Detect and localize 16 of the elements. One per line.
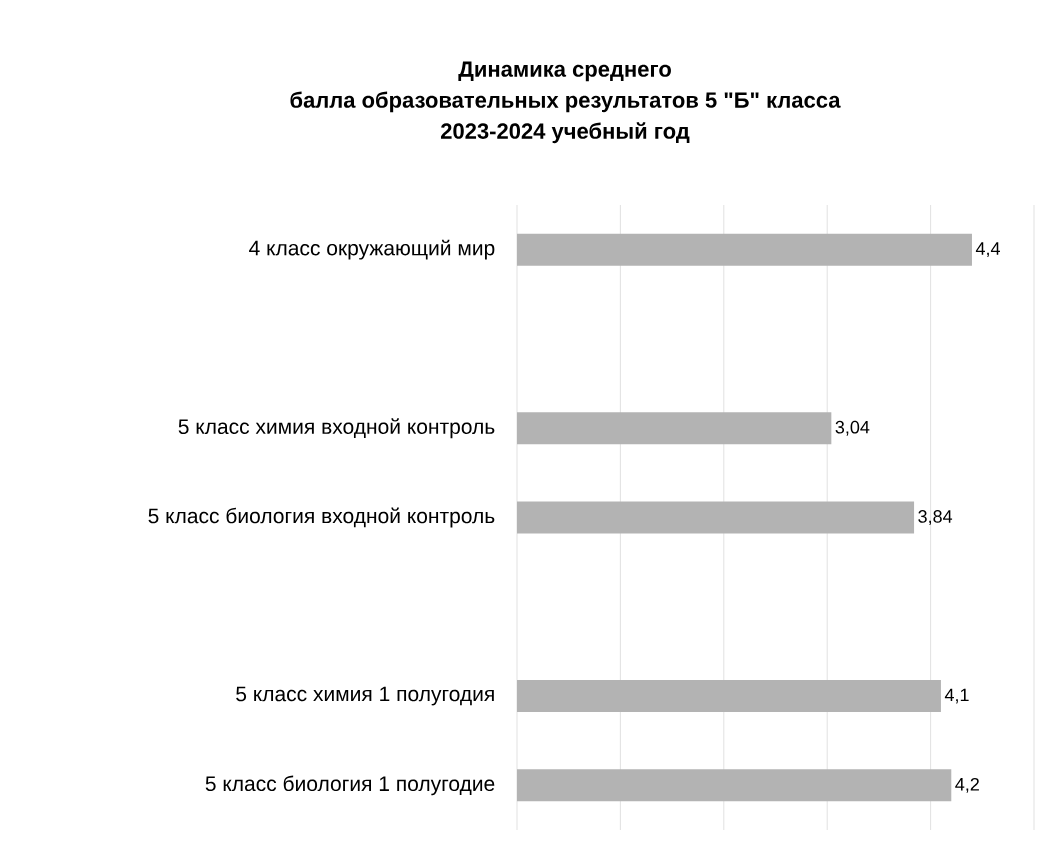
y-tick-label: 5 класс биология 1 полугодие (205, 775, 495, 796)
bar (517, 680, 941, 713)
data-label: 4,1 (944, 688, 969, 704)
data-label: 3,04 (835, 420, 870, 436)
data-label: 4,2 (955, 777, 979, 793)
data-label: 3,84 (918, 510, 953, 525)
y-tick-label: 5 класс химия входной контроль (178, 418, 495, 439)
y-tick-label: 5 класс химия 1 полугодия (236, 686, 494, 706)
y-tick-label: 4 класс окружающий мир (249, 239, 495, 260)
bar (517, 501, 915, 534)
y-tick-label: 5 класс биология входной контроль (148, 507, 495, 528)
bar (517, 233, 972, 266)
bar (517, 412, 832, 445)
data-label: 4,4 (975, 242, 1000, 257)
chart-title: Динамика среднего балла образовательных результатов 5 "Б" класса 2023-2024 учебный год (290, 61, 841, 144)
bar (517, 769, 952, 802)
